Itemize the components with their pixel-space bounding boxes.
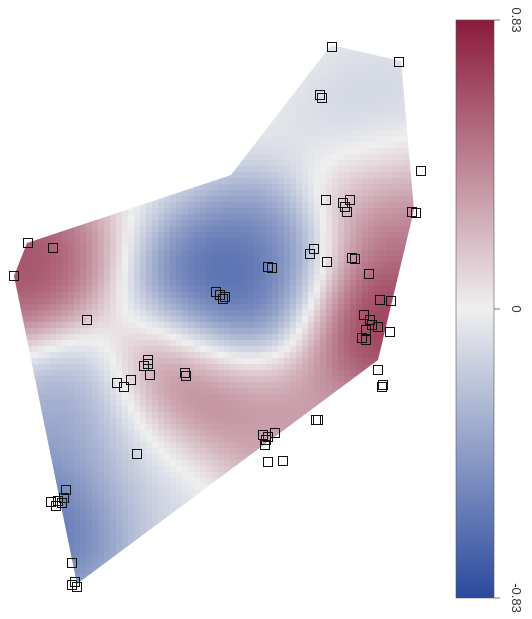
sample-point <box>385 327 395 337</box>
sample-point <box>132 449 142 459</box>
sample-point <box>46 497 56 507</box>
sample-point <box>263 457 273 467</box>
sample-point <box>322 257 332 267</box>
sample-point <box>375 295 385 305</box>
sample-point <box>9 271 19 281</box>
sample-point <box>67 558 77 568</box>
sample-point <box>305 249 315 259</box>
sample-point <box>378 380 388 390</box>
sample-point <box>48 243 58 253</box>
sample-point <box>270 428 280 438</box>
sample-point <box>139 361 149 371</box>
sample-point <box>347 253 357 263</box>
sample-point <box>218 294 228 304</box>
sample-point <box>377 382 387 392</box>
sample-point <box>23 238 33 248</box>
sample-point <box>67 580 77 590</box>
sample-point <box>416 166 426 176</box>
colorbar: -0.83 0 0.83 <box>455 7 524 613</box>
sample-point <box>411 208 421 218</box>
sample-point <box>313 415 323 425</box>
sample-points <box>9 42 426 592</box>
sample-point <box>386 296 396 306</box>
sample-point <box>315 90 325 100</box>
sample-point <box>260 440 270 450</box>
colorbar-tick-label: 0.83 <box>509 7 524 32</box>
sample-point <box>278 456 288 466</box>
sample-point <box>373 322 383 332</box>
sample-point <box>180 368 190 378</box>
sample-point <box>317 93 327 103</box>
colorbar-gradient <box>456 20 494 598</box>
sample-point <box>350 254 360 264</box>
sample-point <box>327 42 337 52</box>
colorbar-tick-label: 0 <box>509 305 524 312</box>
sample-point <box>82 315 92 325</box>
sample-point <box>61 485 71 495</box>
sample-point <box>364 269 374 279</box>
sample-point <box>145 370 155 380</box>
sample-point <box>361 335 371 345</box>
sample-point <box>119 382 129 392</box>
sample-point <box>321 195 331 205</box>
sample-point <box>394 57 404 67</box>
sample-point <box>220 292 230 302</box>
sample-point <box>311 415 321 425</box>
sample-point <box>126 375 136 385</box>
sample-point <box>373 365 383 375</box>
colorbar-tick-label: -0.83 <box>509 583 524 613</box>
sample-point <box>267 263 277 273</box>
sample-point <box>342 207 352 217</box>
sample-point <box>57 498 67 508</box>
sample-point <box>181 371 191 381</box>
